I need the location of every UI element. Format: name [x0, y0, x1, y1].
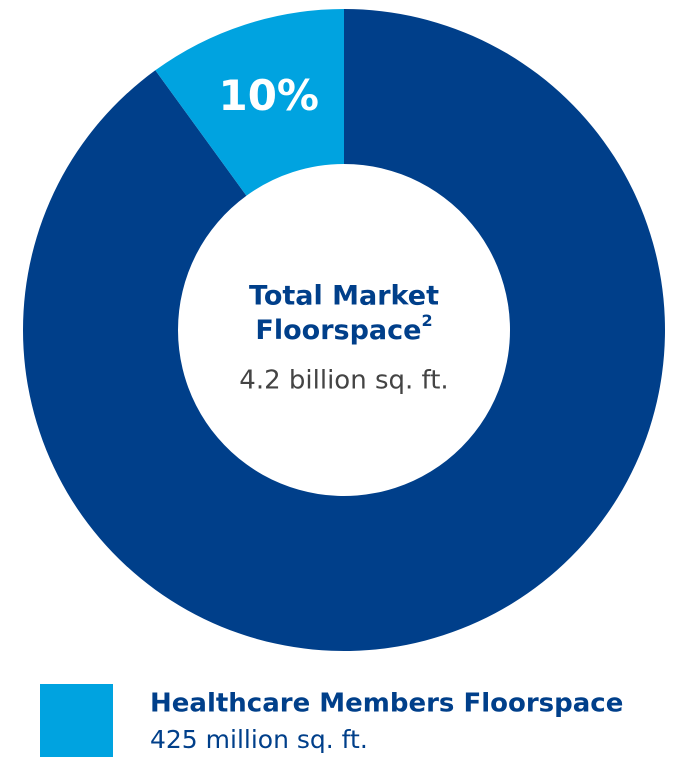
legend-swatch — [40, 684, 113, 757]
donut-segment — [155, 9, 344, 196]
legend-label: Healthcare Members Floorspace — [150, 689, 623, 719]
center-title-line: Floorspace2 — [255, 311, 432, 346]
value-label: 10% — [218, 71, 319, 120]
center-subtitle: 4.2 billion sq. ft. — [239, 366, 448, 396]
legend-note: 425 million sq. ft. — [150, 725, 368, 754]
donut-segment — [22, 9, 666, 652]
center-title-line: Total Market — [249, 281, 439, 312]
footnote-mark: 2 — [421, 311, 432, 330]
center-title-line: Floorspace — [255, 315, 421, 346]
